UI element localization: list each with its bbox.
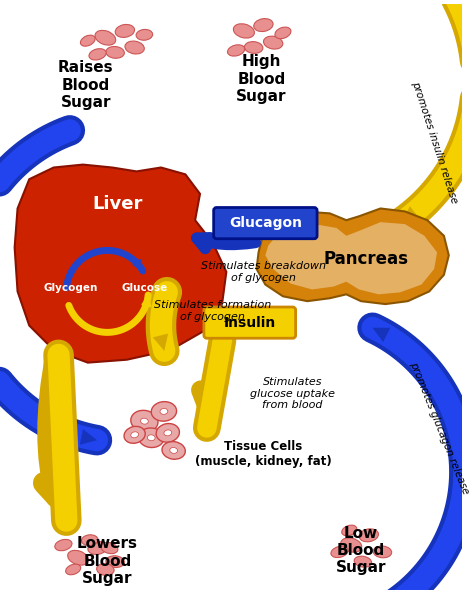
Ellipse shape: [341, 538, 362, 552]
Ellipse shape: [373, 546, 392, 558]
Text: promotes insulin release: promotes insulin release: [410, 80, 459, 204]
Ellipse shape: [115, 25, 135, 37]
Text: Stimulates formation
of glycogen: Stimulates formation of glycogen: [154, 300, 271, 322]
FancyBboxPatch shape: [214, 207, 317, 239]
Text: Tissue Cells
(muscle, kidney, fat): Tissue Cells (muscle, kidney, fat): [195, 441, 332, 468]
Text: Glucose: Glucose: [121, 284, 167, 293]
Text: Glucagon: Glucagon: [229, 216, 302, 230]
Ellipse shape: [95, 31, 116, 45]
Ellipse shape: [151, 401, 176, 421]
Ellipse shape: [354, 556, 372, 567]
Ellipse shape: [106, 46, 124, 58]
Ellipse shape: [88, 542, 107, 555]
Text: Stimulates
glucose uptake
from blood: Stimulates glucose uptake from blood: [250, 377, 335, 410]
Text: Liver: Liver: [92, 195, 142, 213]
Ellipse shape: [97, 564, 114, 575]
Ellipse shape: [136, 29, 153, 40]
Polygon shape: [15, 165, 227, 362]
Text: promotes glucagon release: promotes glucagon release: [408, 360, 470, 496]
Ellipse shape: [342, 525, 357, 535]
Ellipse shape: [89, 49, 106, 60]
Text: Pancreas: Pancreas: [323, 250, 408, 268]
Ellipse shape: [68, 551, 88, 565]
Ellipse shape: [245, 41, 263, 53]
Ellipse shape: [81, 35, 95, 46]
Ellipse shape: [131, 432, 138, 438]
Ellipse shape: [65, 564, 81, 575]
Ellipse shape: [147, 435, 155, 441]
Ellipse shape: [162, 442, 185, 459]
Ellipse shape: [55, 540, 72, 551]
Ellipse shape: [124, 426, 145, 444]
Ellipse shape: [331, 546, 348, 558]
Text: Insulin: Insulin: [224, 316, 276, 329]
Ellipse shape: [140, 418, 148, 424]
Ellipse shape: [131, 410, 158, 432]
Text: High
Blood
Sugar: High Blood Sugar: [236, 54, 287, 104]
Ellipse shape: [254, 19, 273, 31]
FancyBboxPatch shape: [204, 307, 296, 338]
Text: Stimulates breakdown
of glycogen: Stimulates breakdown of glycogen: [201, 261, 326, 282]
Ellipse shape: [156, 424, 180, 442]
Ellipse shape: [164, 430, 172, 436]
Text: Raises
Blood
Sugar: Raises Blood Sugar: [58, 60, 114, 110]
Ellipse shape: [233, 24, 255, 38]
Ellipse shape: [106, 556, 124, 567]
Ellipse shape: [275, 27, 291, 38]
Ellipse shape: [138, 428, 164, 448]
Text: Glycogen: Glycogen: [43, 284, 98, 293]
Ellipse shape: [100, 542, 118, 554]
Text: Low
Blood
Sugar: Low Blood Sugar: [336, 525, 386, 575]
Text: Lowers
Blood
Sugar: Lowers Blood Sugar: [77, 536, 138, 586]
Ellipse shape: [125, 41, 144, 54]
Ellipse shape: [264, 36, 283, 49]
Polygon shape: [265, 222, 437, 294]
Ellipse shape: [228, 45, 245, 56]
Ellipse shape: [160, 409, 168, 414]
Ellipse shape: [82, 535, 98, 546]
Ellipse shape: [359, 529, 378, 542]
Polygon shape: [256, 209, 449, 304]
Ellipse shape: [170, 448, 178, 453]
